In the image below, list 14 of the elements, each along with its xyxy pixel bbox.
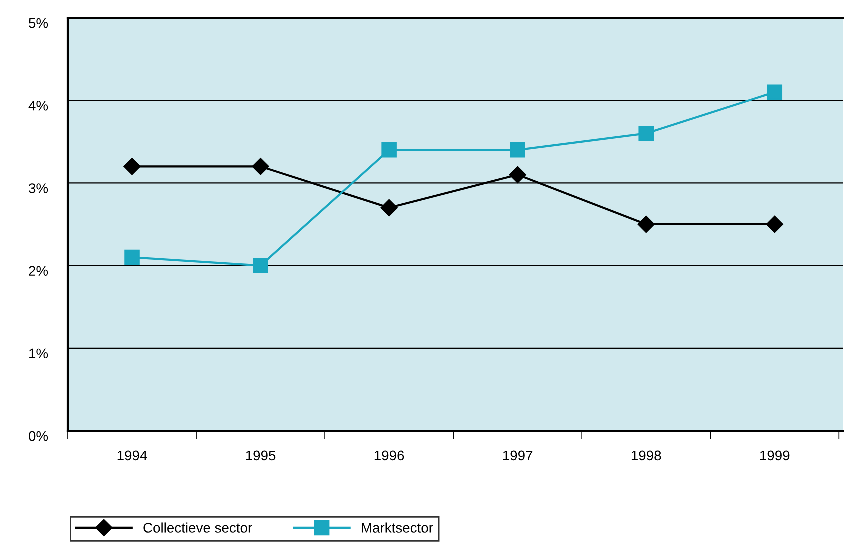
y-tick-label: 5% [29,18,48,28]
x-tick-label: 1998 [632,450,662,461]
x-tick-label: 1995 [246,450,276,461]
y-tick-label: 2% [29,266,48,276]
x-tick-label: 1996 [374,450,404,461]
y-tick-label: 4% [28,101,48,111]
y-tick-label: 3% [29,184,48,194]
legend-label: Collectieve sector [144,522,252,533]
x-tick-label: 1999 [760,450,790,461]
y-tick-label: 0% [29,431,48,442]
y-tick-label: 1% [30,348,48,359]
legend-label: Marktsector [362,522,434,533]
x-tick-label: 1994 [118,450,148,461]
x-tick-label: 1997 [503,450,533,461]
